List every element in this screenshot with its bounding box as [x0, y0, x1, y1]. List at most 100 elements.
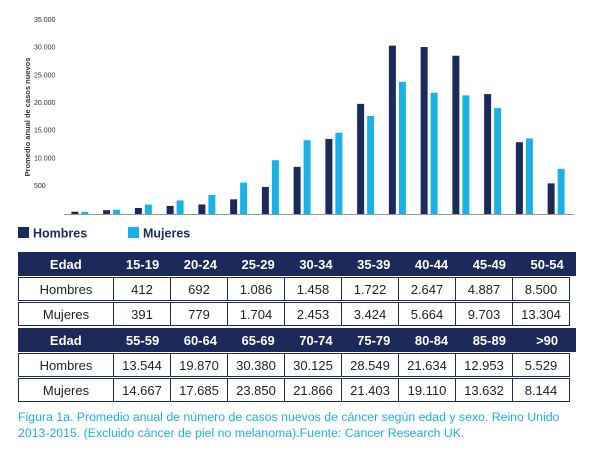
header-cell: 55-59: [125, 332, 160, 348]
caption: Figura 1a. Promedio anual de número de c…: [18, 410, 560, 440]
y-tick-label: 500: [34, 183, 46, 190]
bar: [335, 132, 343, 214]
table-cell: 12.953: [455, 353, 513, 377]
bar: [484, 94, 492, 214]
legend-label: Hombres: [33, 226, 87, 240]
table-row: Hombres 13.544 19.870 30.380 30.125 28.549 21.…: [18, 353, 576, 377]
table-cell: 2.647: [398, 277, 456, 301]
table-cell: 30.125: [284, 353, 342, 377]
bar: [240, 182, 248, 214]
bar: [103, 210, 111, 214]
table-cell: 19.870: [170, 353, 228, 377]
y-tick-label: 20.000: [34, 100, 56, 107]
bar: [452, 55, 460, 214]
legend-swatch: [128, 227, 139, 238]
bar: [430, 92, 438, 214]
header-cell: 75-79: [357, 332, 391, 348]
bar: [81, 211, 89, 214]
header-cell: >90: [536, 332, 559, 348]
table-header-row: Edad 55-59 60-64 65-69 70-74 75-79 80-84 85-89 >…: [18, 328, 576, 352]
bar: [293, 166, 301, 214]
legend-label: Mujeres: [143, 226, 190, 240]
header-cell: 65-69: [241, 332, 275, 348]
bar: [230, 199, 238, 214]
header-cell: 80-84: [414, 332, 449, 348]
bar: [134, 207, 142, 214]
table-cell: 4.887: [455, 277, 513, 301]
table-cell: 28.549: [341, 353, 399, 377]
bar: [176, 200, 184, 214]
table-cell: 5.529: [512, 353, 570, 377]
legend-swatch: [18, 227, 29, 238]
bar: [388, 45, 396, 214]
table-cell: 2.453: [284, 302, 342, 326]
table-cell: 391: [113, 302, 171, 326]
bar: [113, 209, 121, 214]
row-label: Hombres: [18, 277, 114, 301]
bar: [208, 195, 216, 214]
table-cell: 21.866: [284, 378, 342, 402]
bar: [198, 204, 206, 214]
header-cell: 45-49: [472, 256, 506, 272]
header-cell: 20-24: [183, 256, 217, 272]
row-label: Hombres: [18, 353, 114, 377]
bar: [71, 211, 79, 214]
header-cell: Edad: [49, 332, 82, 348]
header-cell: 85-89: [472, 332, 506, 348]
header-cell: 50-54: [530, 256, 564, 272]
table-cell: 21.634: [398, 353, 456, 377]
bar: [398, 81, 406, 214]
table-cell: 13.304: [512, 302, 570, 326]
table-row: Mujeres 391 779 1.704 2.453 3.424 5.664 9.703 13…: [18, 302, 576, 326]
table-cell: 17.685: [170, 378, 228, 402]
bar: [420, 47, 428, 215]
bar: [261, 186, 269, 214]
table-row: Hombres 412 692 1.086 1.458 1.722 2.647 4.887 8.…: [18, 277, 576, 301]
header-cell: 35-39: [357, 256, 391, 272]
bar: [271, 160, 279, 214]
table-cell: 14.667: [113, 378, 171, 402]
table-row: Mujeres 14.667 17.685 23.850 21.866 21.403 19.…: [18, 378, 576, 402]
table-cell: 23.850: [227, 378, 285, 402]
header-cell: 30-34: [299, 256, 333, 272]
header-cell: 40-44: [414, 256, 449, 272]
y-tick-label: 35.000: [34, 17, 56, 24]
table-cell: 5.664: [398, 302, 456, 326]
y-axis-label: Promedio anual de casos nuevos: [23, 58, 32, 177]
bar: [515, 142, 523, 214]
table-cell: 1.086: [227, 277, 285, 301]
bar: [462, 95, 470, 214]
header-cell: 15-19: [125, 256, 160, 272]
y-tick-label: 15.000: [34, 128, 56, 135]
table-cell: 8.500: [512, 277, 570, 301]
header-cell: 70-74: [299, 332, 333, 348]
chart: Promedio anual de casos nuevos 500 10.000…: [18, 17, 574, 240]
table-header-row: Edad 15-19 20-24 25-29 30-34 35-39 40-44 45-49 5…: [18, 252, 576, 276]
table-cell: 3.424: [341, 302, 399, 326]
table-cell: 9.703: [455, 302, 513, 326]
table-cell: 13.544: [113, 353, 171, 377]
table-cell: 30.380: [227, 353, 285, 377]
bar: [357, 103, 365, 214]
row-label: Mujeres: [18, 378, 114, 402]
bar: [547, 183, 555, 214]
header-cell: 25-29: [241, 256, 275, 272]
bar: [325, 138, 333, 214]
bar: [525, 138, 533, 214]
row-label: Mujeres: [18, 302, 114, 326]
bar: [303, 140, 311, 214]
bar: [166, 205, 174, 214]
table-cell: 13.632: [455, 378, 513, 402]
bar: [557, 168, 565, 214]
table-cell: 1.458: [284, 277, 342, 301]
table-cell: 8.144: [512, 378, 570, 402]
data-table: Edad 15-19 20-24 25-29 30-34 35-39 40-44 45-49 5…: [18, 252, 576, 403]
bar: [494, 108, 502, 214]
table-cell: 779: [170, 302, 228, 326]
table-cell: 19.110: [398, 378, 456, 402]
table-cell: 692: [170, 277, 228, 301]
bar: [144, 204, 152, 214]
table-cell: 1.722: [341, 277, 399, 301]
y-tick-label: 30.000: [34, 45, 56, 52]
